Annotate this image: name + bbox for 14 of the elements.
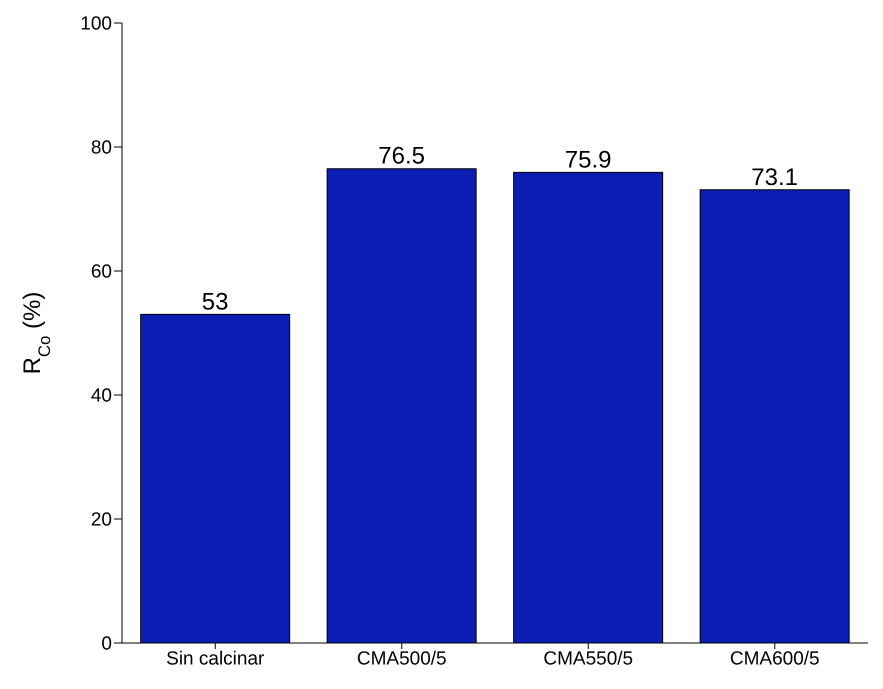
x-tick-label: Sin calcinar [166,648,266,670]
x-tick-label: CMA600/5 [730,648,820,670]
y-tick-label: 0 [101,634,112,655]
data-label: 73.1 [751,164,798,191]
data-label: 75.9 [564,146,612,174]
y-tick-label: 80 [90,138,112,159]
data-label: 53 [202,288,228,316]
y-tick-label: 20 [90,510,112,531]
data-label: 76.5 [378,142,426,170]
y-tick-label: 40 [90,386,112,407]
x-tick-label: CMA550/5 [543,648,634,670]
x-tick-label: CMA500/5 [356,648,447,670]
y-tick-label: 100 [80,14,112,35]
y-tick-label: 60 [90,262,112,283]
